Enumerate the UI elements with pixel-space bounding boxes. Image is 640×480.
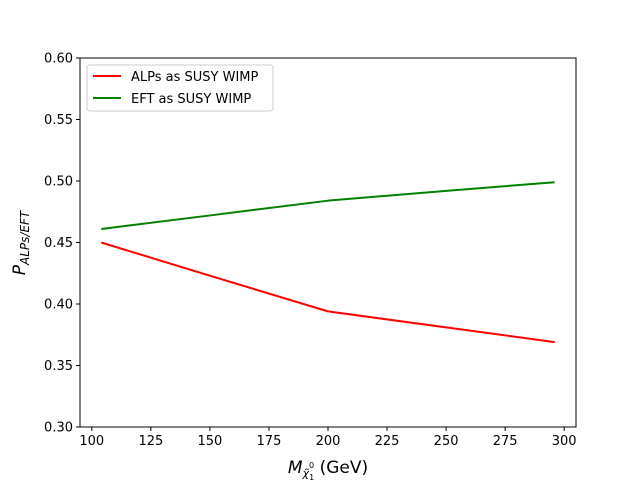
- x-tick-label: 175: [257, 434, 282, 449]
- x-tick-label: 200: [316, 434, 341, 449]
- series-layer: [100, 181, 555, 344]
- x-axis-label-superscript: 0: [309, 461, 314, 470]
- x-tick-label: 100: [79, 434, 104, 449]
- x-axis-label: Mχ̃0 1 (GeV): [288, 458, 368, 480]
- y-tick-label: 0.30: [44, 421, 73, 436]
- x-tick-label: 225: [375, 434, 400, 449]
- y-tick-label: 0.45: [44, 236, 73, 251]
- legend-label-eft: EFT as SUSY WIMP: [131, 92, 251, 107]
- x-axis: 100 125 150 175 200 225 250 275 300: [79, 427, 577, 449]
- y-tick-label: 0.40: [44, 298, 73, 313]
- y-axis-label: PALPs/EFT: [10, 209, 32, 275]
- series-line-1: [101, 181, 555, 230]
- x-tick-label: 125: [138, 434, 163, 449]
- x-axis-label-index: 1: [309, 473, 314, 480]
- series-line-0: [100, 241, 555, 344]
- y-tick-label: 0.60: [44, 52, 73, 67]
- legend-box: [86, 64, 274, 112]
- y-axis: 0.30 0.35 0.40 0.45 0.50 0.55 0.60: [44, 52, 80, 436]
- x-tick-label: 150: [197, 434, 222, 449]
- x-tick-label: 275: [493, 434, 518, 449]
- y-tick-label: 0.55: [44, 113, 73, 128]
- y-axis-label-main: P: [10, 264, 30, 275]
- x-tick-label: 250: [434, 434, 459, 449]
- legend: ALPs as SUSY WIMP EFT as SUSY WIMP: [86, 64, 274, 112]
- legend-label-alps: ALPs as SUSY WIMP: [131, 70, 259, 85]
- plot-area: [80, 58, 576, 427]
- x-tick-label: 300: [552, 434, 577, 449]
- y-axis-label-subscript: ALPs/EFT: [18, 209, 32, 266]
- x-axis-label-subscript: χ̃: [302, 467, 310, 480]
- y-tick-label: 0.50: [44, 175, 73, 190]
- x-axis-label-unit: (GeV): [314, 458, 368, 478]
- y-tick-label: 0.35: [44, 359, 73, 374]
- x-axis-label-main: M: [288, 458, 303, 478]
